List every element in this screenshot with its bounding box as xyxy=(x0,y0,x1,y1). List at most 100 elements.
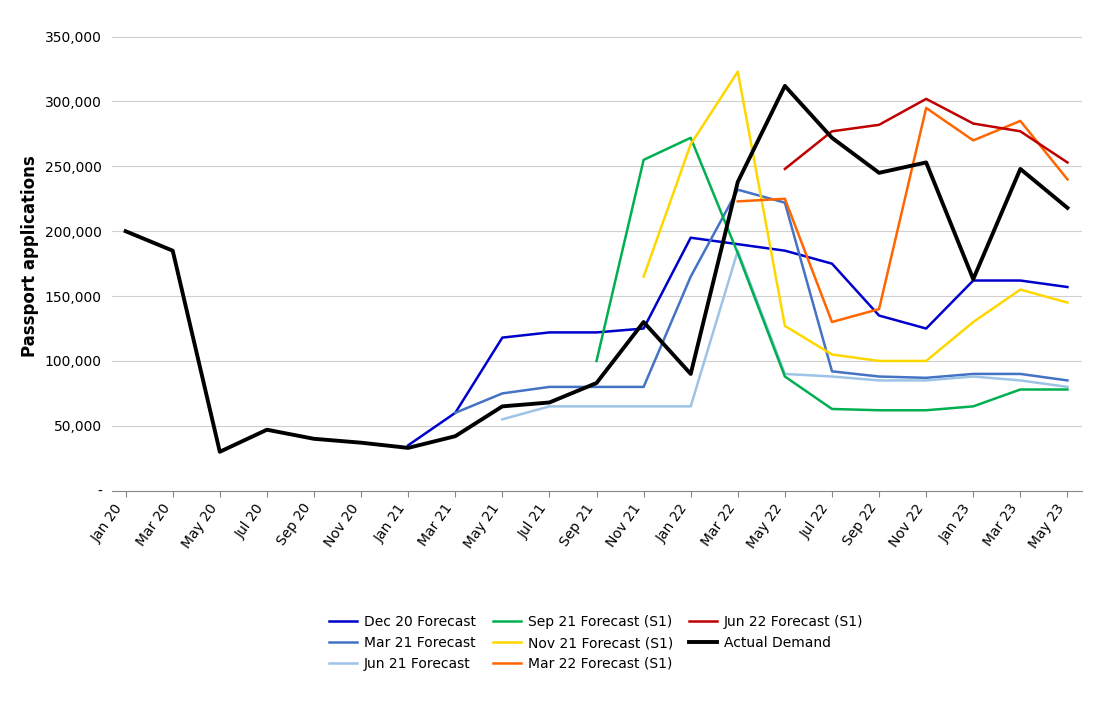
Dec 20 Forecast xyxy=(543,328,556,336)
Nov 21 Forecast (S1) xyxy=(637,273,650,281)
Actual Demand xyxy=(401,444,415,452)
Dec 20 Forecast xyxy=(637,325,650,333)
Sep 21 Forecast (S1) xyxy=(967,402,980,411)
Jun 21 Forecast xyxy=(1060,383,1074,391)
Dec 20 Forecast xyxy=(920,325,933,333)
Sep 21 Forecast (S1) xyxy=(778,372,792,381)
Jun 21 Forecast xyxy=(825,372,838,381)
Mar 21 Forecast xyxy=(872,372,885,381)
Dec 20 Forecast xyxy=(448,409,462,417)
Jun 21 Forecast xyxy=(637,402,650,411)
Dec 20 Forecast xyxy=(401,441,415,449)
Dec 20 Forecast xyxy=(731,240,745,248)
Actual Demand xyxy=(166,247,180,255)
Mar 21 Forecast xyxy=(543,383,556,391)
Actual Demand xyxy=(731,178,745,186)
Jun 21 Forecast xyxy=(1014,376,1027,385)
Actual Demand xyxy=(920,158,933,167)
Line: Sep 21 Forecast (S1): Sep 21 Forecast (S1) xyxy=(597,138,1067,410)
Nov 21 Forecast (S1) xyxy=(1014,285,1027,294)
Mar 21 Forecast xyxy=(967,369,980,378)
Jun 22 Forecast (S1) xyxy=(778,165,792,173)
Mar 21 Forecast xyxy=(496,389,510,397)
Mar 21 Forecast xyxy=(1060,376,1074,385)
Dec 20 Forecast xyxy=(1060,283,1074,291)
Sep 21 Forecast (S1) xyxy=(637,156,650,164)
Mar 21 Forecast xyxy=(778,198,792,207)
Line: Nov 21 Forecast (S1): Nov 21 Forecast (S1) xyxy=(643,72,1067,361)
Sep 21 Forecast (S1) xyxy=(731,249,745,257)
Nov 21 Forecast (S1) xyxy=(825,350,838,359)
Jun 21 Forecast xyxy=(872,376,885,385)
Nov 21 Forecast (S1) xyxy=(683,140,697,149)
Mar 22 Forecast (S1) xyxy=(872,305,885,313)
Mar 22 Forecast (S1) xyxy=(731,197,745,205)
Actual Demand xyxy=(825,134,838,142)
Actual Demand xyxy=(637,318,650,326)
Sep 21 Forecast (S1) xyxy=(683,134,697,142)
Mar 21 Forecast xyxy=(825,367,838,376)
Mar 22 Forecast (S1) xyxy=(778,195,792,203)
Mar 21 Forecast xyxy=(448,409,462,417)
Nov 21 Forecast (S1) xyxy=(731,67,745,76)
Line: Actual Demand: Actual Demand xyxy=(126,86,1067,451)
Line: Mar 22 Forecast (S1): Mar 22 Forecast (S1) xyxy=(738,108,1067,322)
Mar 21 Forecast xyxy=(637,383,650,391)
Jun 21 Forecast xyxy=(731,247,745,255)
Nov 21 Forecast (S1) xyxy=(967,318,980,326)
Actual Demand xyxy=(213,447,226,456)
Sep 21 Forecast (S1) xyxy=(920,406,933,414)
Jun 21 Forecast xyxy=(967,372,980,381)
Mar 21 Forecast xyxy=(920,374,933,382)
Dec 20 Forecast xyxy=(967,276,980,285)
Mar 22 Forecast (S1) xyxy=(825,318,838,326)
Jun 22 Forecast (S1) xyxy=(967,119,980,128)
Line: Mar 21 Forecast: Mar 21 Forecast xyxy=(455,190,1067,413)
Actual Demand xyxy=(778,82,792,90)
Mar 21 Forecast xyxy=(731,186,745,194)
Mar 22 Forecast (S1) xyxy=(1060,175,1074,184)
Mar 22 Forecast (S1) xyxy=(920,104,933,112)
Nov 21 Forecast (S1) xyxy=(1060,299,1074,307)
Mar 21 Forecast xyxy=(683,273,697,281)
Jun 22 Forecast (S1) xyxy=(1014,127,1027,135)
Line: Jun 22 Forecast (S1): Jun 22 Forecast (S1) xyxy=(785,99,1067,169)
Actual Demand xyxy=(1060,204,1074,212)
Sep 21 Forecast (S1) xyxy=(1060,386,1074,394)
Jun 21 Forecast xyxy=(778,369,792,378)
Nov 21 Forecast (S1) xyxy=(920,357,933,365)
Actual Demand xyxy=(590,379,603,387)
Mar 21 Forecast xyxy=(1014,369,1027,378)
Jun 22 Forecast (S1) xyxy=(1060,158,1074,167)
Actual Demand xyxy=(119,227,133,236)
Jun 21 Forecast xyxy=(590,402,603,411)
Sep 21 Forecast (S1) xyxy=(590,357,603,365)
Actual Demand xyxy=(1014,165,1027,173)
Sep 21 Forecast (S1) xyxy=(872,406,885,414)
Jun 22 Forecast (S1) xyxy=(920,95,933,103)
Dec 20 Forecast xyxy=(683,233,697,242)
Actual Demand xyxy=(683,369,697,378)
Jun 21 Forecast xyxy=(920,376,933,385)
Actual Demand xyxy=(967,275,980,283)
Actual Demand xyxy=(496,402,510,411)
Mar 22 Forecast (S1) xyxy=(1014,117,1027,125)
Nov 21 Forecast (S1) xyxy=(872,357,885,365)
Actual Demand xyxy=(308,435,321,443)
Sep 21 Forecast (S1) xyxy=(1014,386,1027,394)
Sep 21 Forecast (S1) xyxy=(825,404,838,413)
Dec 20 Forecast xyxy=(496,334,510,342)
Actual Demand xyxy=(260,426,273,434)
Jun 22 Forecast (S1) xyxy=(872,121,885,129)
Actual Demand xyxy=(872,169,885,177)
Line: Dec 20 Forecast: Dec 20 Forecast xyxy=(408,238,1067,445)
Actual Demand xyxy=(543,398,556,407)
Jun 21 Forecast xyxy=(683,402,697,411)
Dec 20 Forecast xyxy=(590,328,603,336)
Nov 21 Forecast (S1) xyxy=(778,322,792,330)
Legend: Dec 20 Forecast, Mar 21 Forecast, Jun 21 Forecast, Sep 21 Forecast (S1), Nov 21 : Dec 20 Forecast, Mar 21 Forecast, Jun 21… xyxy=(329,615,864,671)
Jun 21 Forecast xyxy=(543,402,556,411)
Dec 20 Forecast xyxy=(872,311,885,320)
Mar 22 Forecast (S1) xyxy=(967,136,980,144)
Line: Jun 21 Forecast: Jun 21 Forecast xyxy=(503,251,1067,419)
